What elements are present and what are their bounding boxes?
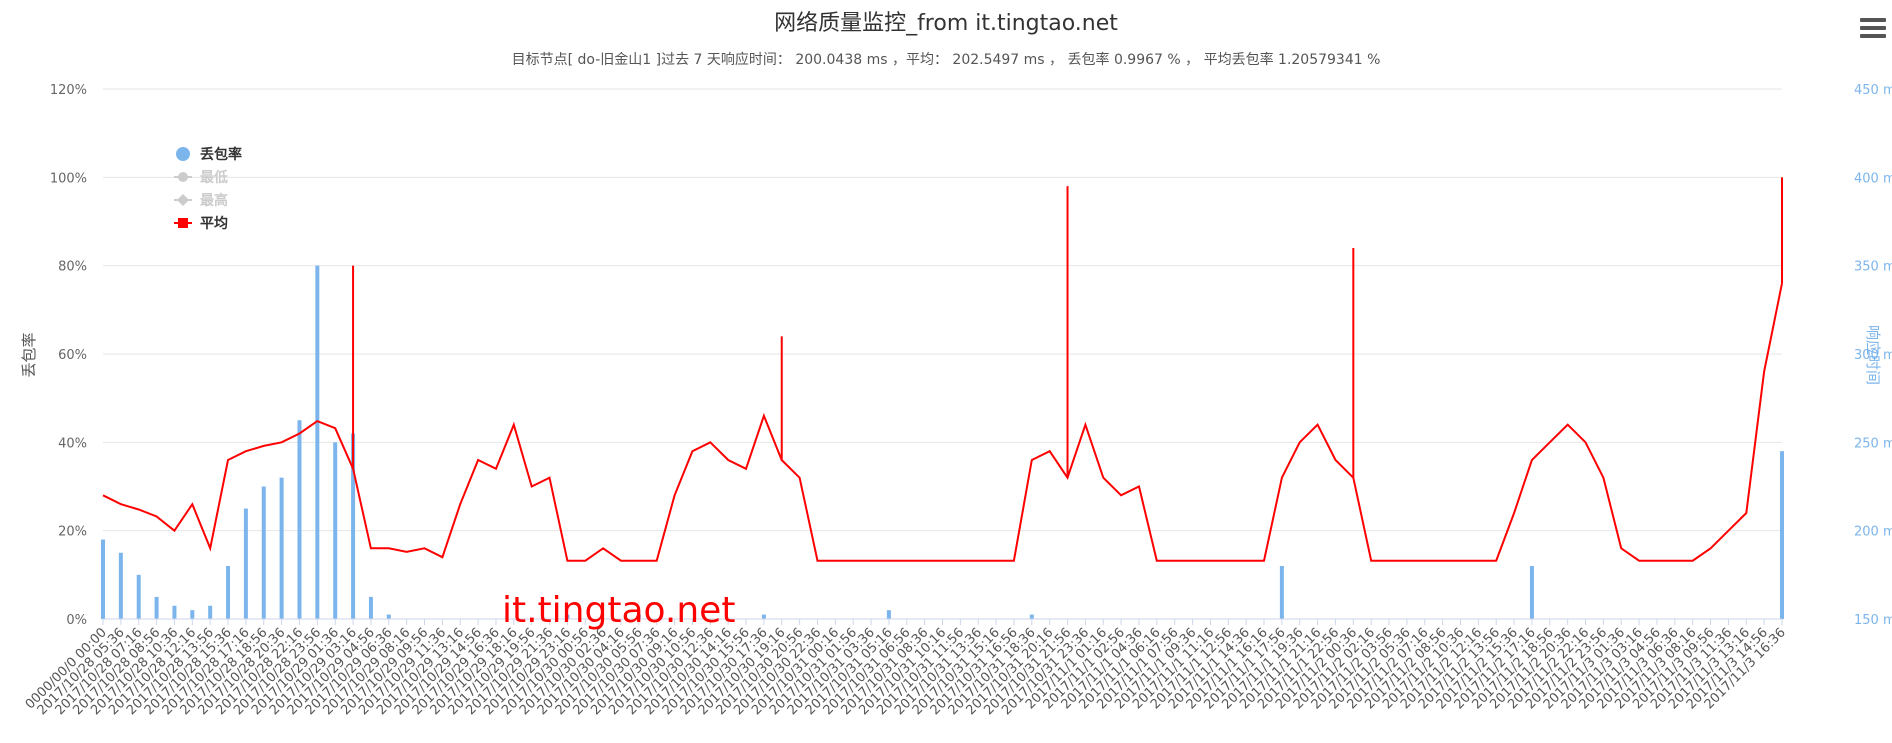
loss-bar (565, 614, 570, 619)
right-axis-title: 响应时间 (1864, 325, 1882, 385)
right-tick-label: 350 ms (1854, 260, 1892, 275)
loss-bar (261, 486, 266, 619)
loss-bar (154, 596, 159, 619)
left-tick-label: 20% (58, 525, 87, 540)
menu-bar-middle (1860, 26, 1886, 30)
left-axis-ticks: 0% 20% 40% 60% 80% 100% 120% (50, 83, 87, 628)
loss-bar (351, 433, 356, 619)
loss-bar (1029, 614, 1034, 619)
left-tick-label: 120% (50, 83, 87, 98)
menu-bar-top (1860, 18, 1886, 22)
legend-marker (178, 172, 188, 182)
hamburger-menu-icon[interactable] (1860, 18, 1886, 40)
loss-bar (1529, 566, 1534, 619)
loss-bar (386, 614, 391, 619)
loss-bar (315, 265, 320, 619)
average-line (102, 283, 1783, 562)
right-tick-label: 450 ms (1854, 83, 1892, 98)
right-tick-label: 300 ms (1854, 348, 1892, 363)
left-tick-label: 40% (58, 436, 87, 451)
left-axis-title: 丢包率 (20, 332, 38, 377)
legend-item[interactable]: 最低 (174, 169, 228, 186)
loss-bar (226, 566, 231, 619)
chart-subtitle: 目标节点[ do-旧金山1 ]过去 7 天响应时间： 200.0438 ms ，… (512, 51, 1381, 68)
watermark: it.tingtao.net (502, 590, 735, 631)
right-axis-ticks: 150 ms 200 ms 250 ms 300 ms 350 ms 400 ms 450 … (1854, 83, 1892, 628)
right-tick-label: 400 ms (1854, 171, 1892, 186)
legend-label: 最高 (200, 192, 228, 209)
legend-label: 最低 (200, 169, 228, 186)
legend-marker (178, 218, 188, 228)
average-series (102, 177, 1783, 562)
left-tick-label: 100% (50, 171, 87, 186)
loss-bar (636, 614, 641, 619)
chart-title: 网络质量监控_from it.tingtao.net (774, 11, 1118, 36)
loss-series (101, 265, 1784, 619)
loss-bar (886, 610, 891, 619)
loss-bar (243, 508, 248, 619)
loss-bar (1780, 451, 1784, 619)
legend-symbol (176, 147, 190, 161)
loss-bar (172, 605, 177, 619)
left-tick-label: 80% (58, 260, 87, 275)
loss-bar (279, 477, 284, 619)
loss-bar (190, 610, 195, 619)
loss-bar (136, 574, 141, 619)
loss-bar (333, 442, 338, 619)
legend-item[interactable]: 最高 (174, 192, 228, 209)
legend-label: 平均 (200, 215, 228, 232)
grid-lines (103, 88, 1782, 620)
legend-item[interactable]: 丢包率 (176, 146, 242, 163)
right-tick-label: 200 ms (1854, 525, 1892, 540)
right-tick-label: 150 ms (1854, 613, 1892, 628)
legend-label: 丢包率 (200, 146, 242, 163)
loss-bar (118, 552, 123, 619)
left-tick-label: 0% (66, 613, 87, 628)
loss-bar (208, 605, 213, 619)
loss-bar (761, 614, 766, 619)
right-tick-label: 250 ms (1854, 436, 1892, 451)
left-tick-label: 60% (58, 348, 87, 363)
loss-bar (1279, 566, 1284, 619)
legend-marker (177, 194, 189, 206)
loss-bar (368, 596, 373, 619)
loss-bar (101, 539, 105, 619)
menu-bar-bottom (1860, 34, 1886, 38)
legend-item[interactable]: 平均 (174, 215, 228, 232)
loss-bar (297, 420, 302, 619)
